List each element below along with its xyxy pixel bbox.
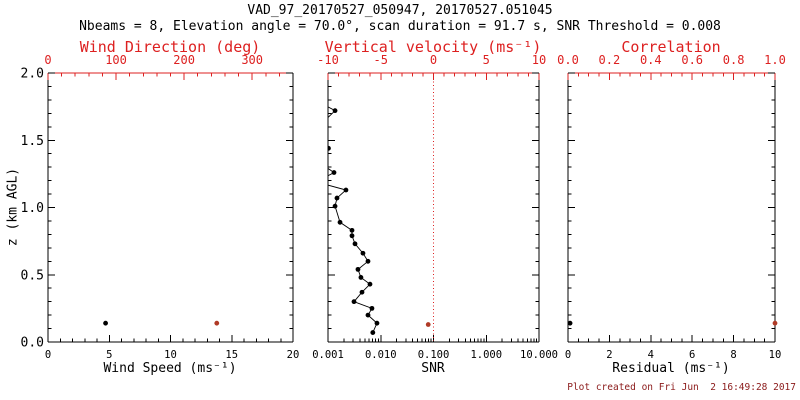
x-tick-label: 0.010	[365, 349, 397, 361]
x-tick-label: 0.0	[557, 53, 579, 67]
series-residual	[567, 320, 573, 326]
x-tick-label: 100	[105, 53, 127, 67]
x-tick-label: 0.6	[681, 53, 703, 67]
data-point	[425, 322, 431, 327]
data-point	[772, 320, 778, 326]
plot-created-timestamp: Plot created on Fri Jun 2 16:49:28 2017	[567, 382, 796, 393]
snr-axis-title: SNR	[421, 361, 445, 376]
x-tick-label: 300	[241, 53, 263, 67]
x-tick-label: 1.0	[764, 53, 786, 67]
data-point	[358, 275, 364, 280]
wind-speed-axis-title: Wind Speed (ms⁻¹)	[103, 361, 237, 376]
data-point	[349, 227, 355, 233]
correlation-axis-title: Correlation	[621, 38, 721, 56]
plot-subtitle: Nbeams = 8, Elevation angle = 70.0°, sca…	[79, 19, 721, 34]
x-tick-label: 1.000	[470, 349, 502, 361]
plot-title: VAD_97_20170527_050947, 20170527.051045	[247, 3, 553, 18]
data-point	[367, 281, 373, 287]
x-tick-label: 200	[173, 53, 195, 67]
x-tick-label: 2	[606, 349, 612, 361]
x-tick-label: -5	[374, 53, 388, 67]
vertical-velocity-axis-title: Vertical velocity (ms⁻¹)	[324, 38, 542, 56]
data-point	[365, 258, 371, 264]
x-tick-label: 10.000	[520, 349, 558, 361]
data-point	[314, 180, 319, 185]
x-tick-label: 0	[45, 349, 51, 361]
x-tick-label: 0.4	[640, 53, 662, 67]
profile-line	[328, 106, 378, 333]
data-point	[312, 157, 317, 162]
data-point	[360, 250, 366, 256]
x-tick-label: -10	[317, 53, 339, 67]
data-point	[352, 241, 358, 247]
data-point	[332, 203, 338, 209]
x-tick-label: 0.8	[723, 53, 745, 67]
x-tick-label: 4	[648, 349, 654, 361]
series-wind-direction	[214, 320, 220, 326]
z-axis-title: z (km AGL)	[5, 167, 21, 247]
y-tick-label: 2.0	[21, 67, 44, 82]
y-tick-label: 0.5	[21, 268, 44, 283]
x-tick-label: 10	[532, 53, 546, 67]
data-point	[343, 187, 349, 193]
y-tick-label: 1.5	[21, 134, 44, 149]
x-tick-label: 5	[483, 53, 490, 67]
x-tick-label: 10	[164, 349, 177, 361]
data-point	[337, 219, 343, 225]
y-tick-label: 1.0	[21, 201, 44, 216]
data-point	[317, 100, 322, 105]
x-tick-label: 0	[565, 349, 571, 361]
x-tick-label: 0	[430, 53, 437, 67]
y-tick-label: 0.0	[21, 336, 44, 351]
data-point	[365, 312, 371, 318]
data-point	[312, 128, 317, 133]
x-tick-label: 0	[44, 53, 51, 67]
data-point	[370, 330, 376, 335]
data-point	[103, 320, 108, 326]
data-point	[374, 320, 380, 326]
x-tick-label: 10	[769, 349, 782, 361]
data-point	[567, 320, 573, 326]
data-point	[214, 320, 220, 326]
x-tick-label: 6	[689, 349, 695, 361]
data-point	[331, 170, 337, 175]
x-tick-label: 8	[730, 349, 736, 361]
wind-direction-axis-title: Wind Direction (deg)	[79, 38, 261, 56]
data-point	[328, 145, 331, 151]
panel-snr: 0.001 0.010 0.100 1.000 10.000 -10 -5 0 5 10	[312, 53, 558, 361]
x-tick-label: 0.2	[599, 53, 621, 67]
data-point	[355, 266, 361, 272]
series-wind-speed	[103, 320, 108, 326]
series-snr-profile	[312, 100, 380, 335]
series-vertical-velocity	[425, 322, 431, 327]
data-point	[334, 195, 340, 201]
x-tick-label: 0.001	[312, 349, 344, 361]
data-point	[369, 305, 375, 311]
data-point	[359, 289, 365, 295]
panel-residual: 0 2 4 6 8 10 0.0 0.2 0.4 0.6 0.8 1.0	[557, 53, 786, 361]
data-point	[351, 299, 357, 305]
x-tick-label: 0.100	[418, 349, 450, 361]
x-tick-label: 5	[106, 349, 112, 361]
x-tick-label: 20	[287, 349, 300, 361]
residual-axis-title: Residual (ms⁻¹)	[612, 361, 730, 376]
data-point	[349, 233, 355, 239]
data-point	[332, 108, 338, 114]
series-correlation	[772, 320, 778, 326]
x-tick-label: 15	[225, 349, 238, 361]
